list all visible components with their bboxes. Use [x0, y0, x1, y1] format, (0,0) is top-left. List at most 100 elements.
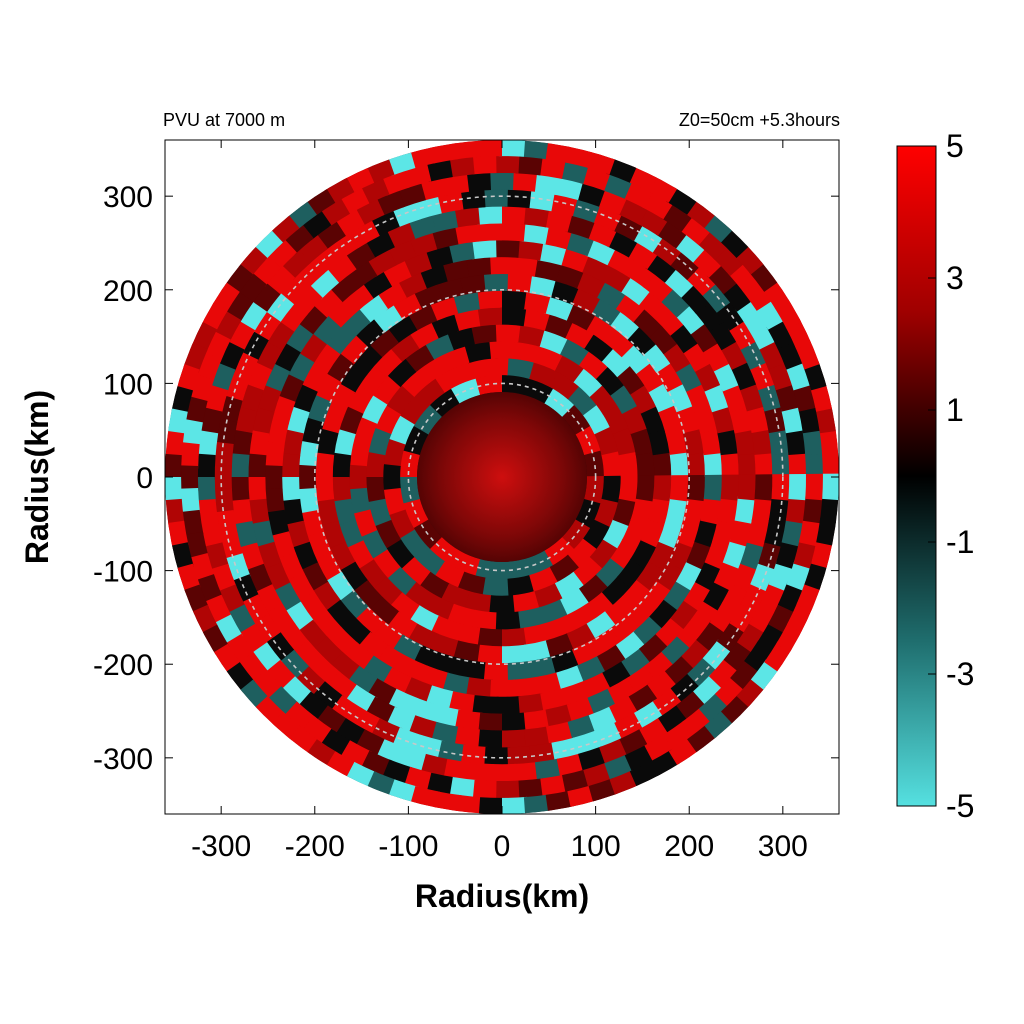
field-cell [412, 196, 442, 220]
colorbar-tick-label: 5 [946, 128, 964, 164]
field-cell [599, 737, 630, 764]
field-cell [346, 761, 378, 789]
field-cell [559, 161, 588, 184]
field-cell [463, 341, 491, 364]
field-cell [583, 333, 614, 362]
field-cell [475, 140, 502, 158]
field-cell [731, 561, 758, 592]
field-cell [315, 477, 335, 504]
field-cell [421, 753, 451, 777]
field-cell [635, 361, 664, 393]
field-cell [447, 603, 477, 628]
field-cell [585, 314, 616, 343]
field-cell [792, 382, 816, 412]
field-cell [498, 140, 526, 157]
field-cell [255, 341, 283, 373]
field-cell [231, 453, 250, 480]
field-cell [455, 709, 483, 731]
field-cell [737, 451, 757, 477]
field-cell [410, 786, 440, 809]
field-cell [180, 442, 200, 470]
field-cell [429, 210, 458, 233]
field-cell [532, 259, 561, 282]
field-cell [401, 557, 432, 587]
field-cell [768, 427, 789, 455]
field-cell [481, 357, 509, 377]
field-cell [649, 598, 679, 629]
field-cell [507, 574, 535, 596]
field-cell [543, 387, 575, 417]
field-cell [332, 452, 352, 479]
field-cell [620, 343, 650, 374]
field-cell [267, 509, 290, 538]
field-cell [432, 704, 461, 728]
field-cell [667, 540, 694, 570]
field-cell [281, 453, 301, 480]
field-cell [610, 538, 639, 569]
field-cell [663, 579, 692, 611]
field-cell [612, 497, 636, 527]
field-cell [522, 308, 550, 331]
field-cell [554, 264, 584, 289]
field-cell [551, 737, 581, 760]
field-cell [510, 172, 537, 192]
field-cell [403, 499, 429, 530]
field-cell [282, 429, 304, 458]
field-cell [586, 610, 618, 639]
reference-circle-200 [313, 288, 691, 666]
field-cell [657, 403, 683, 434]
field-cell [283, 498, 305, 527]
field-cell [601, 173, 632, 199]
field-cell [373, 576, 404, 607]
field-cell [652, 451, 672, 477]
field-cell [264, 465, 283, 492]
x-tick-label: -100 [378, 830, 438, 863]
field-cell [298, 333, 327, 365]
field-cell [396, 272, 427, 299]
field-cell [589, 538, 619, 569]
field-cell [575, 182, 605, 207]
field-cell [703, 580, 731, 611]
field-cell [815, 404, 838, 434]
field-cell [594, 425, 619, 456]
field-cell [170, 385, 193, 415]
colorbar-tick-label: 1 [946, 392, 964, 428]
field-cell [481, 189, 508, 208]
field-cell [796, 581, 822, 612]
field-cell [265, 562, 292, 593]
field-cell [386, 240, 417, 267]
field-cell [415, 547, 446, 577]
field-cell [197, 477, 216, 504]
field-cell [354, 580, 384, 611]
field-cell [170, 542, 194, 572]
field-cell [198, 499, 219, 527]
field-cell [489, 595, 516, 614]
field-cell [768, 601, 795, 633]
field-cell [399, 395, 429, 426]
field-cell [478, 797, 506, 814]
field-cell [720, 474, 740, 501]
field-cell [566, 622, 597, 650]
field-cell [540, 688, 569, 711]
field-cell [590, 297, 621, 326]
field-cell [690, 599, 720, 631]
field-cell [287, 353, 315, 384]
field-cell [390, 592, 421, 621]
field-cell [377, 739, 408, 765]
field-cell [588, 705, 619, 732]
field-cell [548, 371, 580, 400]
field-cell [553, 354, 584, 383]
field-cell [493, 239, 520, 258]
field-cell [450, 550, 481, 577]
field-cell [498, 122, 525, 140]
field-cell [567, 537, 598, 568]
field-cell [404, 766, 435, 791]
field-cell [278, 374, 304, 404]
field-cell [214, 465, 232, 492]
field-cell [328, 383, 356, 414]
field-cell [682, 427, 704, 455]
field-cell [426, 685, 456, 709]
x-tick-label: 200 [664, 830, 714, 863]
field-cell [469, 324, 497, 345]
field-cell [810, 382, 834, 412]
